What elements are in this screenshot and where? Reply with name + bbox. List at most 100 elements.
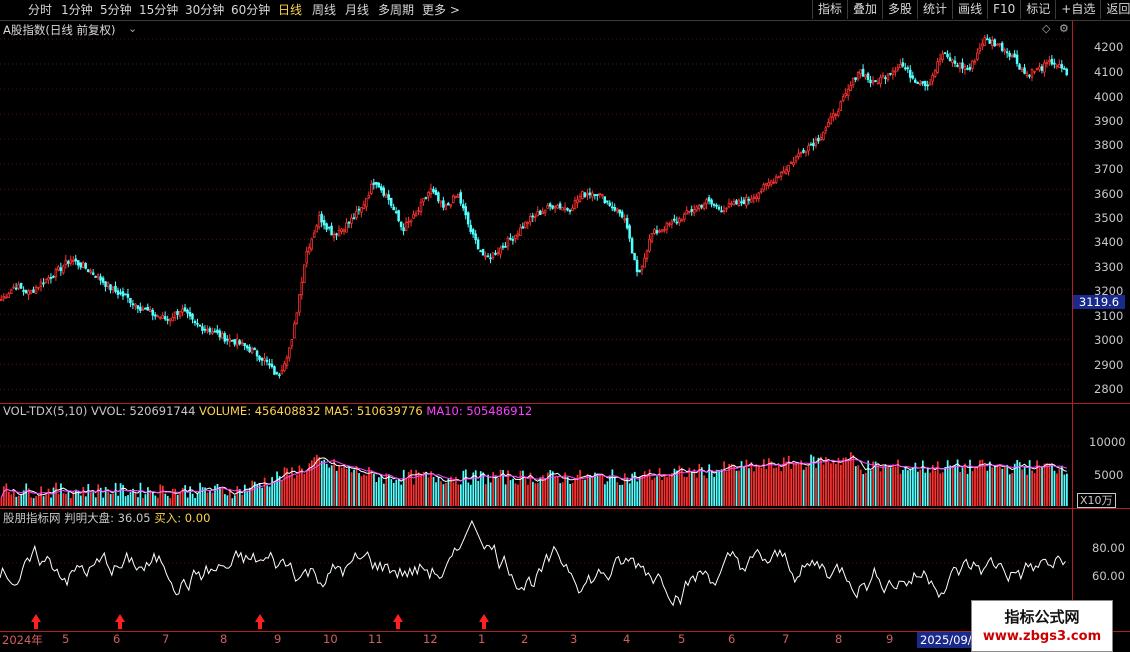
- volume-bar: [62, 493, 65, 506]
- date-label: 8: [835, 632, 843, 646]
- volume-panel[interactable]: VOL-TDX(5,10) VVOL: 520691744 VOLUME: 45…: [0, 404, 1072, 508]
- volume-indicator-name[interactable]: VOL-TDX(5,10): [3, 404, 88, 418]
- volume-bar: [812, 456, 815, 506]
- volume-bar: [221, 486, 224, 506]
- price-panel[interactable]: A股指数(日线 前复权) ⌄ ◇ ⚙: [0, 21, 1072, 401]
- candle-body: [909, 69, 912, 78]
- candle-body: [506, 237, 510, 247]
- volume-bar: [921, 460, 924, 506]
- price-tick: 2900: [1094, 358, 1124, 372]
- period-tab-60min[interactable]: 60分钟: [231, 3, 271, 17]
- draw-line-button[interactable]: 画线: [952, 0, 987, 19]
- volume-bar: [370, 470, 373, 506]
- volume-bar: [283, 467, 286, 506]
- period-tab-more[interactable]: 更多 >: [422, 2, 460, 18]
- candle-body: [938, 58, 942, 62]
- volume-bar: [805, 467, 807, 506]
- candle-body: [531, 215, 535, 218]
- volume-bar: [931, 465, 934, 506]
- period-tab-fenshi[interactable]: 分时: [28, 3, 53, 17]
- candle-body: [906, 67, 910, 70]
- volume-bar: [723, 461, 726, 506]
- volume-bar: [181, 487, 184, 506]
- candle-body: [869, 79, 872, 84]
- indicator-chart[interactable]: [0, 509, 1072, 632]
- period-tab-weekly[interactable]: 周线: [312, 3, 337, 17]
- volume-bar: [52, 487, 55, 506]
- add-watchlist-button[interactable]: +自选: [1055, 0, 1100, 19]
- period-tab-5min[interactable]: 5分钟: [100, 3, 132, 17]
- volume-bar: [539, 477, 542, 506]
- candlestick-chart[interactable]: [0, 21, 1072, 403]
- statistics-button[interactable]: 统计: [917, 0, 952, 19]
- candle-body: [737, 199, 741, 206]
- volume-bar: [546, 472, 549, 506]
- settings-icon[interactable]: ⚙: [1059, 22, 1069, 35]
- volume-bar: [862, 474, 865, 506]
- volume-chart[interactable]: [0, 404, 1072, 508]
- volume-bar: [186, 497, 189, 506]
- volume-bar: [427, 477, 430, 506]
- volume-bar: [509, 480, 512, 506]
- candle-body: [978, 47, 982, 52]
- candle-body: [583, 192, 587, 197]
- candle-body: [732, 201, 736, 206]
- volume-bar: [201, 487, 204, 506]
- candle-body: [275, 372, 279, 375]
- candle-body: [422, 198, 425, 202]
- volume-bar: [700, 467, 703, 506]
- candle-body: [427, 192, 430, 197]
- back-button[interactable]: 返回: [1100, 0, 1130, 19]
- period-tab-30min[interactable]: 30分钟: [185, 3, 225, 17]
- volume-bar: [281, 480, 283, 506]
- period-tab-multi[interactable]: 多周期: [378, 3, 415, 17]
- candle-body: [687, 210, 691, 213]
- overlay-button[interactable]: 叠加: [847, 0, 882, 19]
- candle-body: [139, 306, 142, 311]
- volume-bar: [1031, 470, 1033, 506]
- candle-body: [469, 224, 472, 232]
- volume-bar: [65, 493, 67, 506]
- price-tick: 3700: [1094, 162, 1124, 176]
- volume-bar: [276, 471, 278, 506]
- candle-body: [891, 70, 895, 75]
- diamond-icon[interactable]: ◇: [1042, 22, 1051, 35]
- volume-bar: [623, 473, 626, 506]
- volume-bar: [656, 476, 658, 506]
- volume-bar: [549, 470, 552, 506]
- indicator-name[interactable]: 股朋指标网: [3, 511, 61, 525]
- multi-stock-button[interactable]: 多股: [882, 0, 917, 19]
- candle-body: [191, 313, 194, 320]
- period-tab-monthly[interactable]: 月线: [345, 3, 370, 17]
- candle-body: [263, 358, 266, 361]
- volume-bar: [524, 476, 527, 506]
- candle-body: [260, 358, 264, 361]
- indicator-panel[interactable]: 股朋指标网 判明大盘: 36.05 买入: 0.00: [0, 509, 1072, 632]
- mark-button[interactable]: 标记: [1020, 0, 1055, 19]
- candle-body: [849, 85, 852, 91]
- period-tab-daily[interactable]: 日线: [278, 3, 303, 17]
- candle-body: [568, 210, 572, 212]
- candle-body: [968, 67, 972, 70]
- candle-body: [1028, 74, 1031, 77]
- period-tab-15min[interactable]: 15分钟: [139, 3, 179, 17]
- volume-bar: [462, 470, 465, 506]
- indicator-button[interactable]: 指标: [812, 0, 847, 19]
- volume-bar: [894, 466, 897, 506]
- buy-signal-arrow: [255, 614, 265, 629]
- period-tab-1min[interactable]: 1分钟: [61, 3, 93, 17]
- volume-bar: [897, 459, 899, 506]
- candle-body: [183, 307, 187, 312]
- volume-panel-title: VOL-TDX(5,10) VVOL: 520691744 VOLUME: 45…: [3, 404, 532, 418]
- volume-bar: [591, 476, 594, 506]
- volume-bar: [594, 472, 596, 506]
- ma5-value: MA5: 510639776: [324, 404, 423, 418]
- volume-bar: [946, 460, 949, 506]
- candle-body: [81, 262, 85, 268]
- chevron-down-icon[interactable]: ⌄: [128, 22, 138, 35]
- volume-value: VOLUME: 456408832: [199, 404, 321, 418]
- volume-bar: [417, 472, 420, 506]
- candle-body: [501, 245, 505, 248]
- f10-button[interactable]: F10: [987, 0, 1020, 19]
- candle-body: [230, 339, 234, 342]
